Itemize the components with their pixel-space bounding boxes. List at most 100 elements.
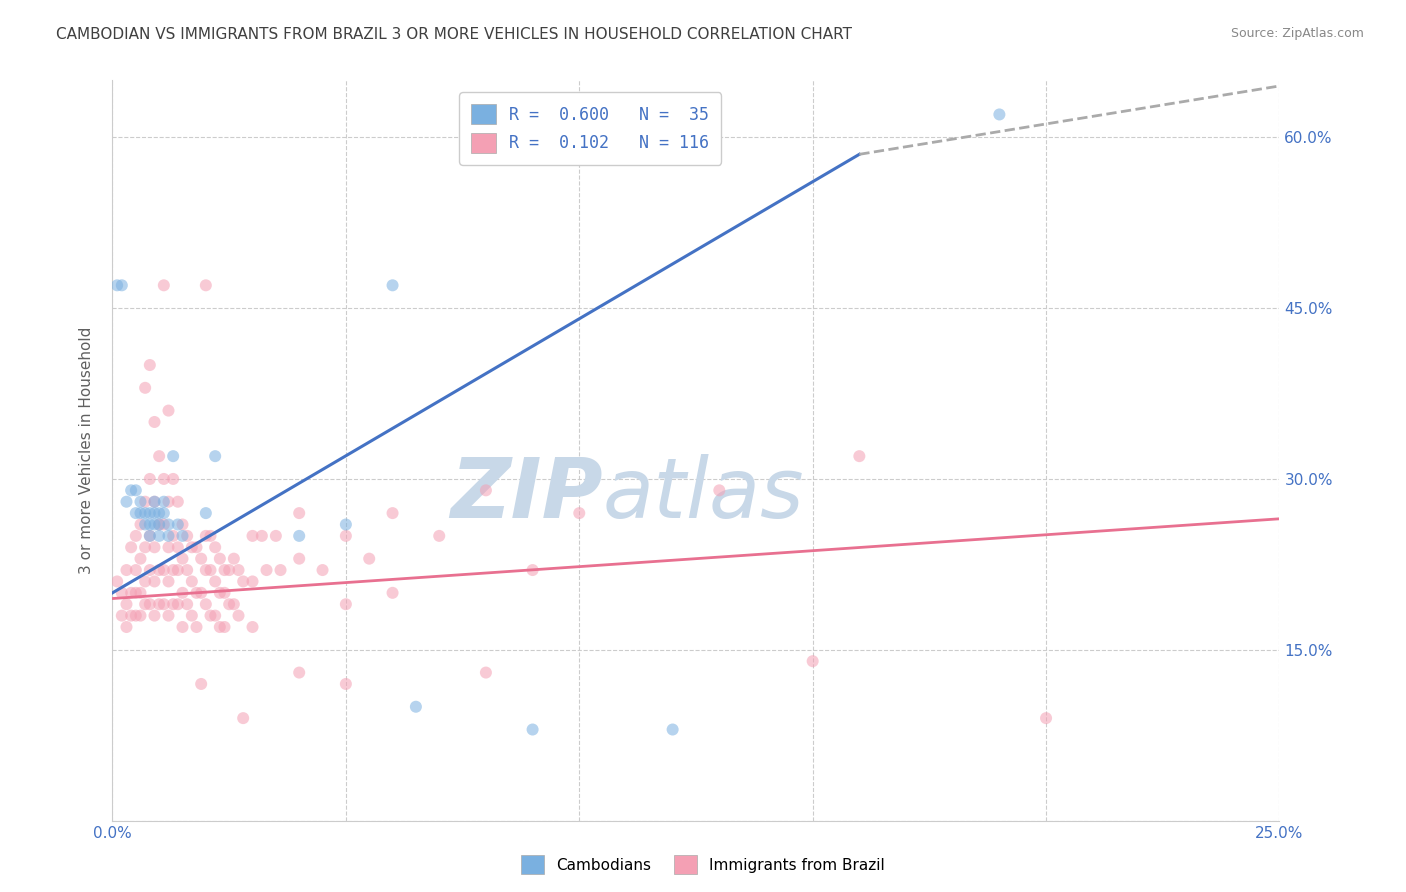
Point	[139, 506, 162, 520]
Point	[143, 494, 166, 508]
Point	[111, 586, 134, 600]
Point	[172, 517, 194, 532]
Point	[139, 563, 162, 577]
Point	[208, 620, 231, 634]
Point	[148, 517, 170, 532]
Point	[180, 541, 202, 555]
Point	[143, 517, 166, 532]
Point	[129, 551, 152, 566]
Point	[427, 529, 450, 543]
Point	[381, 586, 404, 600]
Point	[232, 574, 254, 589]
Point	[148, 449, 170, 463]
Point	[172, 529, 194, 543]
Point	[153, 597, 176, 611]
Point	[288, 506, 311, 520]
Point	[166, 517, 188, 532]
Point	[194, 278, 217, 293]
Point	[214, 620, 236, 634]
Point	[522, 723, 544, 737]
Point	[848, 449, 870, 463]
Point	[153, 517, 176, 532]
Point	[120, 541, 142, 555]
Point	[194, 597, 217, 611]
Point	[172, 620, 194, 634]
Point	[134, 574, 156, 589]
Point	[153, 494, 176, 508]
Point	[139, 529, 162, 543]
Point	[172, 586, 194, 600]
Point	[139, 529, 162, 543]
Point	[157, 517, 180, 532]
Point	[115, 620, 138, 634]
Point	[176, 563, 198, 577]
Point	[311, 563, 333, 577]
Point	[162, 472, 184, 486]
Point	[120, 483, 142, 498]
Point	[129, 494, 152, 508]
Point	[475, 665, 498, 680]
Point	[475, 483, 498, 498]
Point	[148, 517, 170, 532]
Point	[204, 449, 226, 463]
Point	[125, 529, 148, 543]
Point	[125, 586, 148, 600]
Point	[134, 506, 156, 520]
Point	[186, 586, 208, 600]
Point	[242, 574, 264, 589]
Point	[134, 381, 156, 395]
Point	[143, 415, 166, 429]
Point	[105, 278, 128, 293]
Point	[153, 472, 176, 486]
Point	[129, 586, 152, 600]
Point	[359, 551, 381, 566]
Point	[208, 551, 231, 566]
Point	[162, 449, 184, 463]
Point	[166, 597, 188, 611]
Point	[125, 483, 148, 498]
Point	[111, 608, 134, 623]
Point	[134, 494, 156, 508]
Point	[162, 597, 184, 611]
Point	[143, 608, 166, 623]
Point	[228, 608, 250, 623]
Point	[214, 563, 236, 577]
Y-axis label: 3 or more Vehicles in Household: 3 or more Vehicles in Household	[79, 326, 94, 574]
Point	[129, 506, 152, 520]
Point	[180, 574, 202, 589]
Text: Source: ZipAtlas.com: Source: ZipAtlas.com	[1230, 27, 1364, 40]
Point	[111, 278, 134, 293]
Point	[120, 586, 142, 600]
Point	[200, 563, 222, 577]
Point	[214, 586, 236, 600]
Legend: R =  0.600   N =  35, R =  0.102   N = 116: R = 0.600 N = 35, R = 0.102 N = 116	[460, 92, 721, 165]
Point	[115, 494, 138, 508]
Point	[115, 597, 138, 611]
Point	[194, 563, 217, 577]
Point	[157, 529, 180, 543]
Point	[288, 529, 311, 543]
Point	[148, 529, 170, 543]
Point	[180, 608, 202, 623]
Point	[242, 620, 264, 634]
Point	[172, 551, 194, 566]
Point	[801, 654, 824, 668]
Point	[200, 608, 222, 623]
Point	[335, 677, 357, 691]
Point	[250, 529, 273, 543]
Point	[256, 563, 278, 577]
Point	[120, 608, 142, 623]
Point	[166, 563, 188, 577]
Point	[157, 403, 180, 417]
Point	[522, 563, 544, 577]
Point	[228, 563, 250, 577]
Point	[335, 517, 357, 532]
Point	[134, 597, 156, 611]
Point	[709, 483, 731, 498]
Text: atlas: atlas	[603, 454, 804, 535]
Point	[157, 541, 180, 555]
Point	[153, 563, 176, 577]
Point	[335, 529, 357, 543]
Point	[204, 574, 226, 589]
Point	[176, 597, 198, 611]
